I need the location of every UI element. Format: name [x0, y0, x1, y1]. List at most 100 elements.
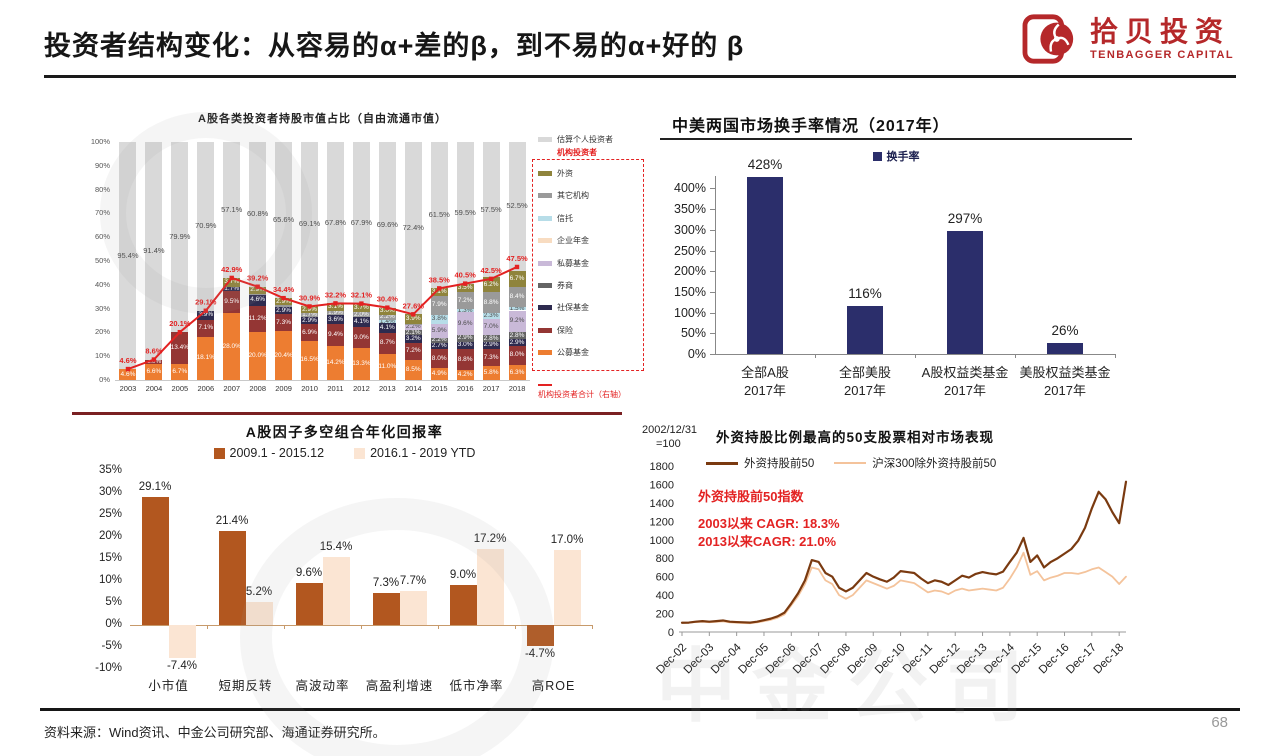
source-text: 资料来源：Wind资讯、中金公司研究部、海通证券研究所。 [44, 725, 386, 740]
base-value: =100 [656, 437, 681, 450]
x-tick-mark [1115, 354, 1116, 358]
bar-segment-personal [430, 142, 448, 289]
legend-swatch [538, 350, 552, 356]
personal-share-label: 95.4% [117, 250, 139, 260]
x-tick-label: 2013 [379, 384, 396, 393]
segment-label: 6.3% [509, 368, 525, 376]
segment-label: 16.5% [300, 356, 319, 364]
y-tick-label: 1800 [650, 461, 674, 473]
segment-label: 8.8% [483, 298, 499, 306]
chart-foreign-top50: 2002/12/31 =100 外资持股比例最高的50支股票相对市场表现 外资持… [636, 416, 1142, 702]
personal-share-label: 79.9% [169, 232, 191, 242]
segment-label: 3.7% [353, 304, 369, 311]
legend-swatch [538, 283, 552, 288]
legend-swatch [538, 238, 552, 244]
page-title: 投资者结构变化：从容易的α+差的β，到不易的α+好的 β [44, 31, 745, 61]
personal-share-label: 60.8% [247, 209, 269, 219]
segment-label: 20.0% [248, 352, 267, 360]
personal-share-label: 61.5% [428, 210, 450, 220]
segment-label: 28.0% [222, 342, 241, 350]
y-tick-label: -10% [95, 662, 122, 674]
x-tick-label: 2011 [327, 384, 344, 393]
legend-label: 社保基金 [557, 303, 589, 313]
x-tick-label: 高盈利增速 [365, 679, 434, 693]
y-tick-label: 100% [90, 137, 110, 146]
segment-label: 4.9% [431, 370, 447, 378]
y-tick-label: 1400 [650, 498, 674, 510]
legend-swatch [538, 305, 552, 311]
bar-segment-personal [508, 142, 526, 271]
y-tick-label: 800 [656, 553, 674, 565]
bar [847, 305, 883, 354]
segment-label: 13.3% [352, 360, 371, 368]
bar [747, 176, 783, 354]
bar-segment [456, 370, 474, 380]
chart-b-legend: 换手率 [660, 148, 1132, 164]
x-tick-label: 高波动率 [295, 679, 350, 693]
legend-item: 估算个人投资者 [538, 134, 613, 144]
y-tick-mark [710, 312, 715, 314]
x-tick-label: 2004 [145, 384, 163, 393]
x-tick-label: 2014 [404, 384, 422, 393]
segment-label: 7.3% [276, 318, 291, 326]
segment-label: 7.2% [405, 347, 421, 355]
x-tick-label: 2017 [482, 384, 500, 393]
y-tick-label: 70% [94, 208, 110, 218]
company-logo: 拾贝投资 TENBAGGER CAPITAL [1022, 12, 1234, 66]
legend-item-line: 机构投资者合计（右轴） [538, 380, 642, 400]
bar-value-label: -4.7% [524, 647, 556, 660]
x-tick-label: 2015 [430, 384, 448, 393]
bar [218, 530, 246, 625]
turnover-legend-label: 换手率 [886, 151, 920, 163]
line1-label: 外资持股前50 [744, 458, 815, 470]
legend-item: 信托 [538, 213, 573, 223]
x-tick-sublabel: 2017年 [1044, 383, 1086, 398]
annotation-index-name: 外资持股前50指数 [698, 489, 804, 504]
segment-label: 2.8% [509, 331, 525, 339]
legend-label: 保险 [557, 325, 573, 335]
x-tick-label: 2003 [119, 384, 137, 393]
legend-label: 企业年金 [557, 236, 589, 246]
legend-label: 其它机构 [557, 191, 589, 201]
segment-label: 9.4% [328, 331, 343, 339]
segment-label: 3.1% [328, 303, 343, 311]
legend-label: 估算个人投资者 [557, 135, 613, 144]
line2-swatch [834, 462, 867, 464]
y-tick-label: 150% [674, 284, 706, 299]
bar [322, 557, 350, 625]
legend-item: 企业年金 [538, 235, 589, 245]
segment-label: 8.7% [379, 339, 395, 347]
personal-share-label: 70.9% [195, 221, 217, 231]
personal-share-label: 69.6% [376, 219, 398, 229]
chart-d-plot: 1800 1600 1400 1200 1000 800 600 400 200 0 Dec-02 D… [636, 416, 1142, 702]
personal-share-label: 91.4% [143, 245, 165, 255]
legend-label: 外资 [557, 169, 573, 178]
x-tick-mark [915, 354, 916, 358]
x-tick-label: Dec-10 [873, 642, 908, 677]
bar [526, 625, 554, 646]
bar-segment-personal [249, 142, 267, 287]
bar [141, 496, 169, 625]
bar [1047, 343, 1083, 354]
y-tick-label: 90% [94, 160, 110, 170]
segment-label: 3.9% [405, 314, 421, 322]
segment-label: 4.6% [120, 370, 136, 378]
y-tick-label: 40% [94, 279, 110, 289]
segment-label: 18.1% [196, 354, 215, 362]
bar-segment-personal [352, 142, 370, 304]
bar-segment-personal [326, 142, 344, 304]
y-tick-label: 0% [105, 618, 122, 630]
y-tick-mark [710, 229, 715, 231]
bar-value-label: 9.0% [449, 569, 477, 582]
chart-b-plot: 400% 350% 300% 250% 200% 150% 100% 50% 0% 428% 全部A… [660, 104, 1138, 406]
y-tick-label: 20% [94, 327, 110, 337]
legend-swatch [538, 215, 552, 221]
y-tick-label: 300% [674, 222, 706, 237]
segment-label: 7.2% [457, 296, 473, 304]
bar [168, 625, 196, 658]
legend-swatch [538, 137, 552, 142]
legend-item: 外资 [538, 168, 573, 178]
x-tick-label: 低市净率 [449, 679, 504, 693]
x-tick-sublabel: 2017年 [744, 383, 786, 398]
x-tick-mark [438, 625, 439, 629]
